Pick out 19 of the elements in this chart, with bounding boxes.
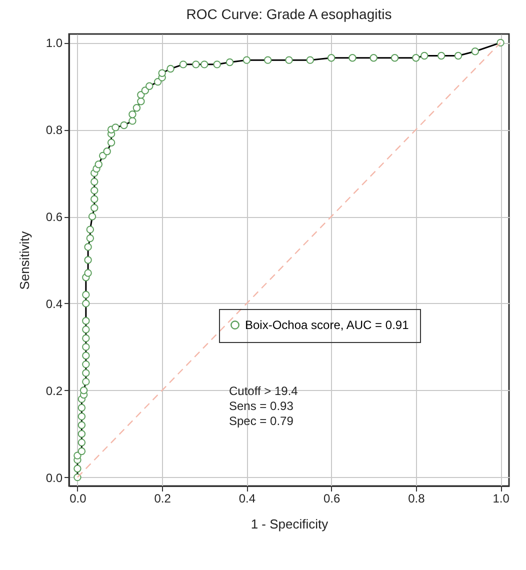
y-tick-label: 0.6 — [46, 210, 63, 224]
annotation: Cutoff > 19.4 — [229, 384, 298, 398]
chart-title: ROC Curve: Grade A esophagitis — [186, 6, 392, 22]
y-tick-label: 1.0 — [46, 36, 63, 50]
y-tick-label: 0.0 — [46, 470, 63, 485]
x-tick-label: 0.2 — [154, 492, 172, 506]
x-tick-label: 0.6 — [323, 492, 340, 506]
y-axis-title: Sensitivity — [16, 230, 32, 290]
annotation: Sens = 0.93 — [229, 399, 294, 413]
x-axis-title: 1 - Specificity — [250, 516, 329, 532]
x-tick-label: 1.0 — [492, 492, 510, 506]
x-tick-label: 0.4 — [238, 492, 256, 506]
x-tick-label: 0.0 — [70, 492, 87, 506]
annotation: Spec = 0.79 — [229, 414, 294, 428]
y-tick-label: 0.4 — [46, 296, 63, 311]
x-tick-label: 0.8 — [408, 492, 426, 506]
legend-label: Boix-Ochoa score, AUC = 0.91 — [245, 318, 410, 332]
y-tick-label: 0.2 — [46, 384, 63, 398]
y-tick-label: 0.8 — [46, 123, 63, 138]
